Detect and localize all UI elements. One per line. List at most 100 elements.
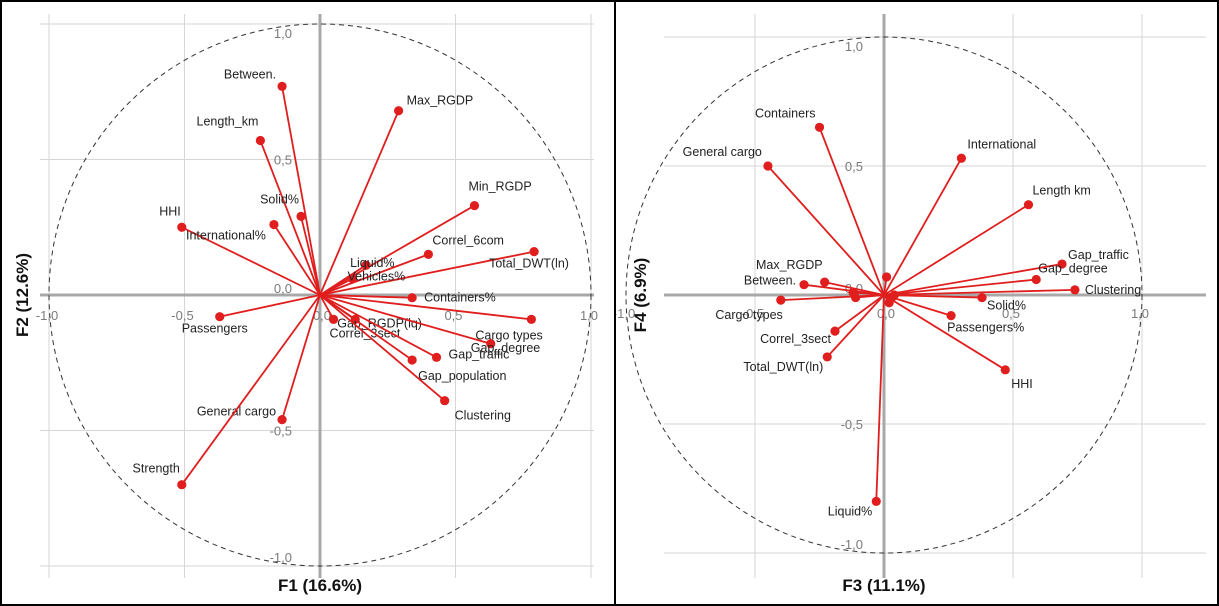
loading-label: Gap_degree xyxy=(1038,262,1108,276)
loading-label: HHI xyxy=(1011,377,1033,391)
loading-vector xyxy=(767,165,885,296)
loading-label: Max_RGDP xyxy=(756,258,823,272)
loading-label: Liquid% xyxy=(350,256,394,270)
y-tick-label: -0,5 xyxy=(270,424,292,439)
loading-point xyxy=(889,290,899,300)
y-tick-label: 0,5 xyxy=(274,153,292,168)
y-tick-label: 1,0 xyxy=(274,26,292,41)
loading-point xyxy=(177,222,187,232)
x-tick-label: -1,0 xyxy=(616,306,635,321)
loading-point xyxy=(871,496,881,506)
loading-vector xyxy=(319,264,367,296)
loading-label: Gap_traffic xyxy=(1068,248,1129,262)
loading-point xyxy=(1000,365,1010,375)
loading-vector xyxy=(319,294,413,361)
loading-point xyxy=(407,355,417,365)
loading-point xyxy=(277,81,287,91)
loading-vector xyxy=(319,250,535,296)
loading-point xyxy=(177,480,187,490)
loading-vector xyxy=(319,294,437,359)
x-tick-label: -0,5 xyxy=(171,308,193,323)
loading-label: Gap_degree xyxy=(471,341,541,355)
loading-point xyxy=(269,219,279,230)
loading-label: Cargo types xyxy=(715,308,782,322)
loading-vector xyxy=(219,294,321,318)
loading-vector xyxy=(281,86,321,296)
loading-point xyxy=(393,106,404,116)
loading-point xyxy=(830,326,840,336)
loading-label: Correl_3sect xyxy=(760,332,831,346)
loading-point xyxy=(814,122,825,132)
loading-vector xyxy=(319,110,400,296)
x-tick-label: 0,0 xyxy=(313,308,331,323)
loading-label: Cargo types xyxy=(475,328,542,342)
loading-label: Clustering xyxy=(455,409,511,423)
loading-label: Max_RGDP xyxy=(407,94,474,108)
correlation-circle-plot-f3-f4: -1,0-0,50,00,51,01,00,50,0-0,5-1,0Contai… xyxy=(616,14,1206,595)
loading-label: Clustering xyxy=(1085,283,1141,297)
loading-point xyxy=(820,277,830,287)
loading-label: International% xyxy=(186,229,266,243)
loading-label: Total_DWT(ln) xyxy=(489,257,569,271)
x-tick-label: 0,5 xyxy=(1002,306,1020,321)
loading-vector xyxy=(319,294,446,402)
loading-point xyxy=(328,314,339,324)
x-tick-label: -0,5 xyxy=(742,306,764,321)
loading-vector xyxy=(319,294,491,345)
loading-vector xyxy=(319,294,532,321)
loading-point xyxy=(529,247,539,257)
x-tick-label: -1,0 xyxy=(36,308,58,323)
loading-vector xyxy=(181,226,321,296)
loading-label: Correl_6com xyxy=(432,233,504,247)
loading-vector xyxy=(259,140,321,296)
loading-label: Min_RGDP xyxy=(468,180,531,194)
loading-point xyxy=(977,292,987,303)
loading-vector xyxy=(875,294,885,502)
loading-point xyxy=(347,274,358,284)
y-tick-label: -1,0 xyxy=(841,537,863,552)
y-axis-title: F4 (6.9%) xyxy=(631,258,650,333)
loading-label: Solid% xyxy=(987,299,1026,313)
loading-vector xyxy=(855,294,885,299)
loading-label: Liquid% xyxy=(828,504,872,518)
loading-point xyxy=(763,161,773,171)
y-tick-label: 0,5 xyxy=(845,159,863,174)
loading-vector xyxy=(319,294,413,299)
loading-point xyxy=(799,280,809,290)
loading-label: General cargo xyxy=(197,405,276,419)
correlation-circle-f3-f4: -1,0-0,50,00,51,01,00,50,0-0,5-1,0Contai… xyxy=(614,0,1219,606)
loading-label: Between. xyxy=(224,67,276,81)
loading-point xyxy=(486,339,496,349)
loading-point xyxy=(946,311,956,321)
loading-point xyxy=(881,272,892,282)
y-tick-label: -1,0 xyxy=(270,550,292,565)
loading-vector xyxy=(883,288,1075,296)
loading-label: HHI xyxy=(159,204,181,218)
loading-vector xyxy=(883,294,983,299)
y-tick-label: 0,0 xyxy=(274,281,292,296)
x-axis-title: F3 (11.1%) xyxy=(842,576,925,595)
loading-vector xyxy=(319,277,353,296)
loading-point xyxy=(1057,259,1067,269)
loading-vector xyxy=(826,294,885,358)
loading-point xyxy=(423,249,433,259)
loading-label: Strength xyxy=(133,462,180,476)
loading-point xyxy=(1023,200,1034,210)
loading-point xyxy=(469,200,480,211)
loading-point xyxy=(884,298,894,308)
loading-point xyxy=(851,292,861,303)
loading-label: Gap_traffic xyxy=(449,347,510,361)
loading-label: Between. xyxy=(744,274,796,288)
loading-point xyxy=(407,293,417,303)
y-tick-label: -0,5 xyxy=(841,417,863,432)
correlation-circle-f1-f2: -1,0 -0,5 0,0 0,5 1,0 1,0 0,5 0,0 -0,5 -1,0 Betwee… xyxy=(0,0,616,606)
loading-point xyxy=(956,153,966,163)
loading-point xyxy=(822,352,832,362)
loading-point xyxy=(1031,274,1041,285)
loading-vector xyxy=(319,204,475,296)
loading-label: Length_km xyxy=(197,115,259,129)
loading-label: Passengers xyxy=(182,322,248,336)
loading-vector xyxy=(883,203,1029,296)
loading-label: Passengers% xyxy=(947,321,1024,335)
